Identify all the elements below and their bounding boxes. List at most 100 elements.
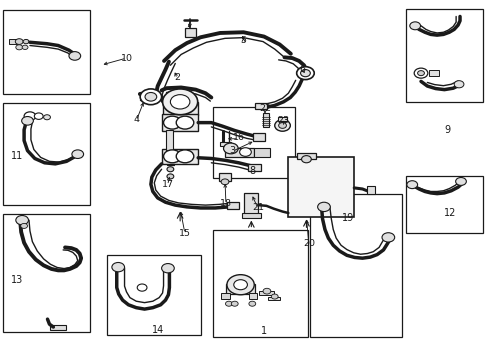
Bar <box>50 324 66 330</box>
Circle shape <box>163 116 181 129</box>
Circle shape <box>453 81 463 88</box>
Text: 13: 13 <box>11 275 23 285</box>
Text: 7: 7 <box>185 19 191 28</box>
Circle shape <box>112 262 124 272</box>
Bar <box>277 117 287 121</box>
Text: 9: 9 <box>444 125 449 135</box>
Circle shape <box>176 150 193 163</box>
Text: 11: 11 <box>11 151 23 161</box>
Bar <box>406 9 483 102</box>
Circle shape <box>43 115 50 120</box>
Bar <box>242 213 260 218</box>
Circle shape <box>417 71 424 76</box>
Circle shape <box>137 284 147 291</box>
Bar <box>255 103 267 109</box>
Text: 15: 15 <box>179 229 191 238</box>
Text: 6: 6 <box>299 65 305 74</box>
Text: 17: 17 <box>161 180 173 189</box>
Circle shape <box>140 89 161 105</box>
Bar <box>428 70 438 76</box>
Circle shape <box>233 280 247 290</box>
Text: 12: 12 <box>444 208 456 218</box>
Bar <box>212 107 294 178</box>
Circle shape <box>170 95 189 109</box>
Circle shape <box>317 202 330 212</box>
Text: 8: 8 <box>249 166 255 176</box>
Bar <box>310 194 401 337</box>
Text: 18: 18 <box>220 199 231 208</box>
Text: 16: 16 <box>232 133 244 142</box>
Text: 22: 22 <box>259 104 270 113</box>
Circle shape <box>24 112 36 121</box>
Circle shape <box>34 113 43 120</box>
Bar <box>225 284 255 294</box>
Circle shape <box>263 288 270 294</box>
Circle shape <box>15 39 23 44</box>
Bar <box>224 148 254 157</box>
Text: 21: 21 <box>252 203 264 212</box>
Bar <box>165 130 172 149</box>
Bar <box>253 134 265 141</box>
Bar <box>162 102 197 115</box>
Circle shape <box>274 120 290 131</box>
Text: 19: 19 <box>341 213 353 222</box>
Circle shape <box>221 179 228 185</box>
Bar <box>244 193 258 216</box>
Text: 20: 20 <box>302 239 314 248</box>
Bar <box>221 293 229 299</box>
Bar <box>107 255 200 335</box>
Circle shape <box>406 181 417 189</box>
Text: 14: 14 <box>152 325 164 334</box>
Circle shape <box>409 22 420 30</box>
Bar <box>263 113 268 127</box>
Bar <box>161 114 198 131</box>
Circle shape <box>21 117 33 125</box>
Bar <box>184 28 195 37</box>
Bar <box>220 141 230 146</box>
Bar <box>267 297 280 300</box>
Circle shape <box>72 150 83 158</box>
Circle shape <box>23 40 29 44</box>
Text: 5: 5 <box>240 36 246 45</box>
Circle shape <box>176 116 193 129</box>
Text: 10: 10 <box>120 54 132 63</box>
Bar <box>226 202 239 209</box>
Bar <box>3 10 90 94</box>
Bar <box>161 149 198 164</box>
Text: 4: 4 <box>133 115 139 124</box>
Circle shape <box>161 264 174 273</box>
Circle shape <box>271 294 278 299</box>
Bar <box>248 164 260 171</box>
Bar <box>9 40 18 44</box>
Bar <box>297 153 315 159</box>
Bar <box>3 103 90 205</box>
Bar <box>288 157 353 217</box>
Circle shape <box>455 177 466 185</box>
Circle shape <box>248 301 255 306</box>
Text: 3: 3 <box>229 146 235 155</box>
Circle shape <box>163 150 181 163</box>
Text: 23: 23 <box>277 116 289 125</box>
Bar <box>249 293 256 299</box>
Bar <box>254 148 269 157</box>
Circle shape <box>226 275 254 295</box>
Circle shape <box>300 69 310 77</box>
Circle shape <box>162 89 197 115</box>
Circle shape <box>301 156 311 163</box>
Circle shape <box>69 51 81 60</box>
Circle shape <box>16 216 28 225</box>
Circle shape <box>296 67 314 80</box>
Bar <box>259 291 273 296</box>
Circle shape <box>223 143 238 154</box>
Circle shape <box>381 233 394 242</box>
Circle shape <box>278 123 286 129</box>
Circle shape <box>231 301 238 306</box>
Bar <box>406 176 483 233</box>
Circle shape <box>16 45 22 50</box>
Bar <box>219 173 231 181</box>
Circle shape <box>225 301 232 306</box>
Circle shape <box>166 167 173 172</box>
Circle shape <box>145 93 157 101</box>
Bar <box>212 230 307 337</box>
Bar <box>3 214 90 332</box>
